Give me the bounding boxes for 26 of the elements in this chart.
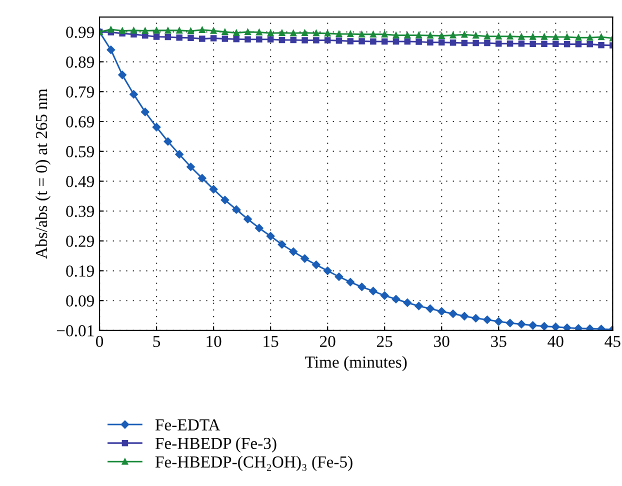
x-tick-label: 20 <box>320 336 336 348</box>
legend-label: Fe-HBEDP-(CH₂OH)₃ (Fe-5) <box>155 456 352 471</box>
x-tick-label: 30 <box>434 336 450 348</box>
y-tick-label: 0.99 <box>66 26 94 38</box>
x-tick-label: 15 <box>264 336 278 348</box>
y-tick-label: 0.09 <box>66 295 94 307</box>
y-tick-label: 0.49 <box>66 176 94 188</box>
x-tick-label: 35 <box>491 336 506 348</box>
x-tick-label: 10 <box>206 336 222 348</box>
x-tick-label: 40 <box>548 336 564 348</box>
y-axis-title: Abs/abs (t = 0) at 265 nm <box>35 88 51 259</box>
legend-label: Fe-HBEDP (Fe-3) <box>155 437 276 452</box>
y-tick-label: 0.59 <box>66 146 94 158</box>
x-tick-label: 45 <box>604 336 620 348</box>
x-axis-title: Time (minutes) <box>305 356 407 372</box>
y-tick-label: 0.29 <box>66 236 94 247</box>
y-tick-label: 0.19 <box>66 265 94 277</box>
x-tick-label: 25 <box>377 336 392 348</box>
y-tick-label: −0.01 <box>56 325 94 336</box>
x-tick-label: 5 <box>153 336 160 348</box>
x-tick-label: 0 <box>96 336 104 348</box>
y-tick-label: 0.69 <box>66 116 94 128</box>
y-tick-label: 0.39 <box>66 206 94 218</box>
legend-label: Fe-EDTA <box>155 419 220 431</box>
y-tick-label: 0.89 <box>66 56 94 68</box>
y-tick-label: 0.79 <box>66 86 94 98</box>
